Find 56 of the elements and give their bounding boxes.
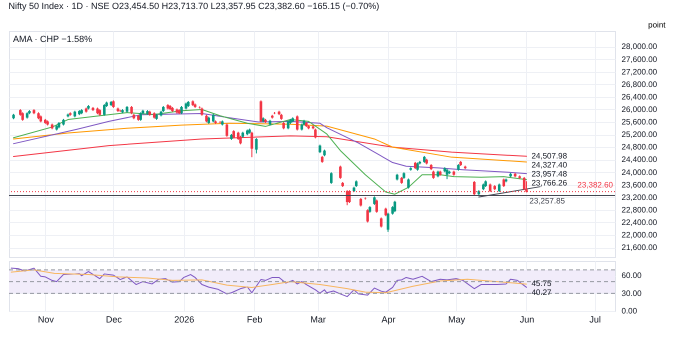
annotation: 24,507.98 bbox=[531, 151, 568, 160]
candlestick bbox=[394, 200, 396, 213]
annotation: 23,766.26 bbox=[531, 178, 568, 188]
y-axis-title: point bbox=[648, 20, 666, 30]
x-tick-label: Mar bbox=[310, 314, 326, 324]
line-series bbox=[13, 113, 527, 174]
y-tick-label: 23,600.00 bbox=[622, 180, 658, 190]
annotation: 40.27 bbox=[531, 288, 552, 298]
y-tick-label: 26,400.00 bbox=[622, 92, 658, 102]
y-tick-label: 24,000.00 bbox=[622, 168, 658, 177]
y-tick-label: 26,800.00 bbox=[622, 80, 658, 89]
y-tick-label: 27,200.00 bbox=[622, 67, 658, 76]
candlestick bbox=[255, 138, 258, 154]
candlestick bbox=[446, 168, 448, 180]
y-tick-label: 30.00 bbox=[622, 288, 642, 298]
y-tick-label: 25,600.00 bbox=[622, 118, 658, 127]
y-tick-label: 22,000.00 bbox=[622, 230, 658, 240]
ref-line-label: 23,257.85 bbox=[529, 196, 566, 206]
x-tick-label: Apr bbox=[382, 314, 396, 324]
y-tick-label: 24,800.00 bbox=[622, 142, 658, 152]
candlestick bbox=[366, 208, 369, 223]
ref-line-label: 23,382.60 bbox=[577, 180, 614, 190]
x-tick-label: Nov bbox=[38, 314, 54, 324]
y-tick-label: 25,200.00 bbox=[622, 130, 658, 140]
y-tick-label: 0.00 bbox=[622, 306, 638, 316]
annotation: 45.75 bbox=[531, 279, 552, 288]
candlestick bbox=[386, 212, 390, 232]
candlestick bbox=[330, 172, 333, 184]
x-tick-label: Dec bbox=[106, 314, 122, 324]
candlestick bbox=[407, 178, 410, 190]
annotation: AMA · CHP −1.58% bbox=[13, 34, 92, 44]
candlestick bbox=[103, 104, 106, 116]
candlestick bbox=[380, 216, 383, 228]
candlestick bbox=[339, 165, 342, 180]
x-tick-label: Feb bbox=[246, 314, 262, 324]
y-tick-label: 26,000.00 bbox=[622, 104, 658, 114]
x-tick-label: 2026 bbox=[174, 314, 194, 324]
line-series bbox=[13, 108, 527, 195]
y-tick-label: 22,800.00 bbox=[622, 205, 658, 214]
y-tick-label: 22,400.00 bbox=[622, 218, 658, 227]
chart-title: Nifty 50 Index · 1D · NSE O23,454.50 H23,713.70 L23,357.95 C23,382.60 −165.15 (−0.70%) bbox=[8, 1, 380, 11]
line-series bbox=[13, 122, 527, 162]
candlestick bbox=[375, 199, 378, 214]
candlestick bbox=[296, 114, 299, 132]
annotation: 23,957.48 bbox=[531, 169, 568, 178]
y-tick-label: 27,600.00 bbox=[622, 54, 658, 64]
candlestick bbox=[260, 100, 262, 123]
y-tick-label: 60.00 bbox=[622, 271, 642, 280]
annotation: 24,327.40 bbox=[531, 160, 568, 170]
y-tick-label: 24,400.00 bbox=[622, 155, 658, 164]
y-tick-label: 23,200.00 bbox=[622, 192, 658, 202]
x-tick-label: May bbox=[448, 314, 466, 324]
x-tick-label: Jul bbox=[589, 314, 601, 324]
y-tick-label: 21,600.00 bbox=[622, 243, 658, 252]
y-tick-label: 28,000.00 bbox=[622, 42, 658, 52]
x-tick-label: Jun bbox=[520, 314, 534, 324]
